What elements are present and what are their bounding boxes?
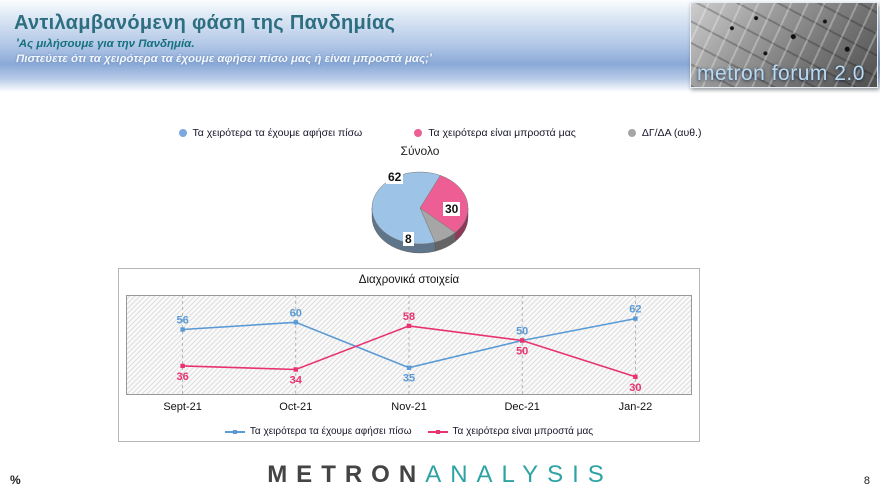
- legend-label: ΔΓ/ΔΑ (αυθ.): [641, 127, 702, 139]
- data-point: [406, 365, 412, 370]
- data-point: [633, 374, 638, 379]
- line-legend-label: Τα χειρότερα τα έχουμε αφήσει πίσω: [249, 426, 412, 437]
- data-point: [293, 367, 298, 372]
- pie-value-label-pink: 30: [443, 202, 461, 216]
- line-legend-item-ahead-of-us: Τα χειρότερα είναι μπροστά μας: [427, 426, 594, 437]
- data-point: [293, 320, 298, 325]
- blue-marker-icon: [232, 429, 237, 434]
- x-axis-tick-label: Oct-21: [279, 401, 312, 413]
- pie-chart: [371, 171, 469, 254]
- blue-line-marker-icon: [224, 429, 245, 434]
- pink-marker-icon: [435, 429, 440, 434]
- data-point-label: 36: [176, 371, 188, 383]
- x-axis-tick-label: Jan-22: [619, 401, 653, 413]
- metron-analysis-logo: METRONANALYSIS: [0, 461, 880, 489]
- data-point-label: 35: [403, 373, 415, 385]
- data-point-label: 34: [290, 375, 303, 387]
- line-legend-item-behind-us: Τα χειρότερα τα έχουμε αφήσει πίσω: [224, 426, 412, 437]
- data-point-label: 62: [629, 304, 641, 316]
- data-point-label: 56: [176, 315, 188, 327]
- line-chart-legend: Τα χειρότερα τα έχουμε αφήσει πίσω Τα χε…: [119, 426, 699, 437]
- legend-dot-gray-icon: [627, 129, 636, 137]
- x-axis-tick-label: Dec-21: [504, 401, 539, 413]
- data-point: [520, 338, 525, 343]
- brand-analysis: ANALYSIS: [425, 461, 613, 488]
- pie-value-label-gray: 8: [403, 232, 414, 246]
- brand-metron: METRON: [267, 461, 426, 488]
- pie-value-label-blue: 62: [386, 170, 404, 184]
- legend-item-behind-us: Τα χειρότερα τα έχουμε αφήσει πίσω: [178, 127, 363, 139]
- page-title: Αντιλαμβανόμενη φάση της Πανδημίας: [14, 12, 396, 34]
- x-axis-tick-label: Sept-21: [163, 401, 202, 413]
- data-point-label: 60: [290, 307, 302, 319]
- legend-item-dontknow: ΔΓ/ΔΑ (αυθ.): [627, 127, 702, 139]
- header-subtitle-line1: 'Ας μιλήσουμε για την Πανδημία.: [16, 38, 195, 50]
- header-subtitle-line2: Πιστεύετε ότι τα χειρότερα τα έχουμε αφή…: [16, 53, 432, 65]
- x-axis-tick-label: Nov-21: [391, 401, 426, 413]
- pie-legend: Τα χειρότερα τα έχουμε αφήσει πίσω Τα χε…: [0, 127, 880, 139]
- metron-forum-logo-image: metron forum 2.0: [690, 2, 878, 88]
- page-number: 8: [863, 475, 870, 487]
- legend-dot-blue-icon: [178, 129, 187, 137]
- data-point: [180, 327, 185, 332]
- data-point-label: 50: [516, 326, 528, 338]
- percent-note: %: [10, 473, 21, 487]
- data-point: [180, 363, 185, 369]
- line-chart: 56 60 35 50 62 36 34 58 50 30 Sept-21 Oct-21 Nov-21 D…: [126, 295, 692, 413]
- data-point-label: 58: [403, 311, 415, 323]
- legend-dot-pink-icon: [414, 129, 423, 137]
- data-point-label: 30: [629, 382, 641, 394]
- legend-item-ahead-of-us: Τα χειρότερα είναι μπροστά μας: [414, 127, 576, 139]
- line-chart-title: Διαχρονικά στοιχεία: [358, 274, 460, 286]
- data-point-label: 50: [516, 346, 528, 358]
- line-chart-section: Διαχρονικά στοιχεία 56 60 35 50 62 36 34 58 50 30…: [118, 268, 700, 442]
- legend-label: Τα χειρότερα είναι μπροστά μας: [428, 127, 576, 139]
- pie-chart-section: Σύνολο 62 30 8: [330, 144, 510, 276]
- legend-label: Τα χειρότερα τα έχουμε αφήσει πίσω: [192, 127, 363, 139]
- data-point: [633, 316, 638, 321]
- line-legend-label: Τα χειρότερα είναι μπροστά μας: [452, 426, 594, 437]
- slide-header: Αντιλαμβανόμενη φάση της Πανδημίας 'Ας μ…: [0, 0, 880, 92]
- data-point: [406, 323, 412, 329]
- metron-forum-logo-text: metron forum 2.0: [697, 62, 865, 85]
- pink-line-marker-icon: [427, 429, 448, 434]
- pie-chart-title: Σύνολο: [400, 144, 440, 158]
